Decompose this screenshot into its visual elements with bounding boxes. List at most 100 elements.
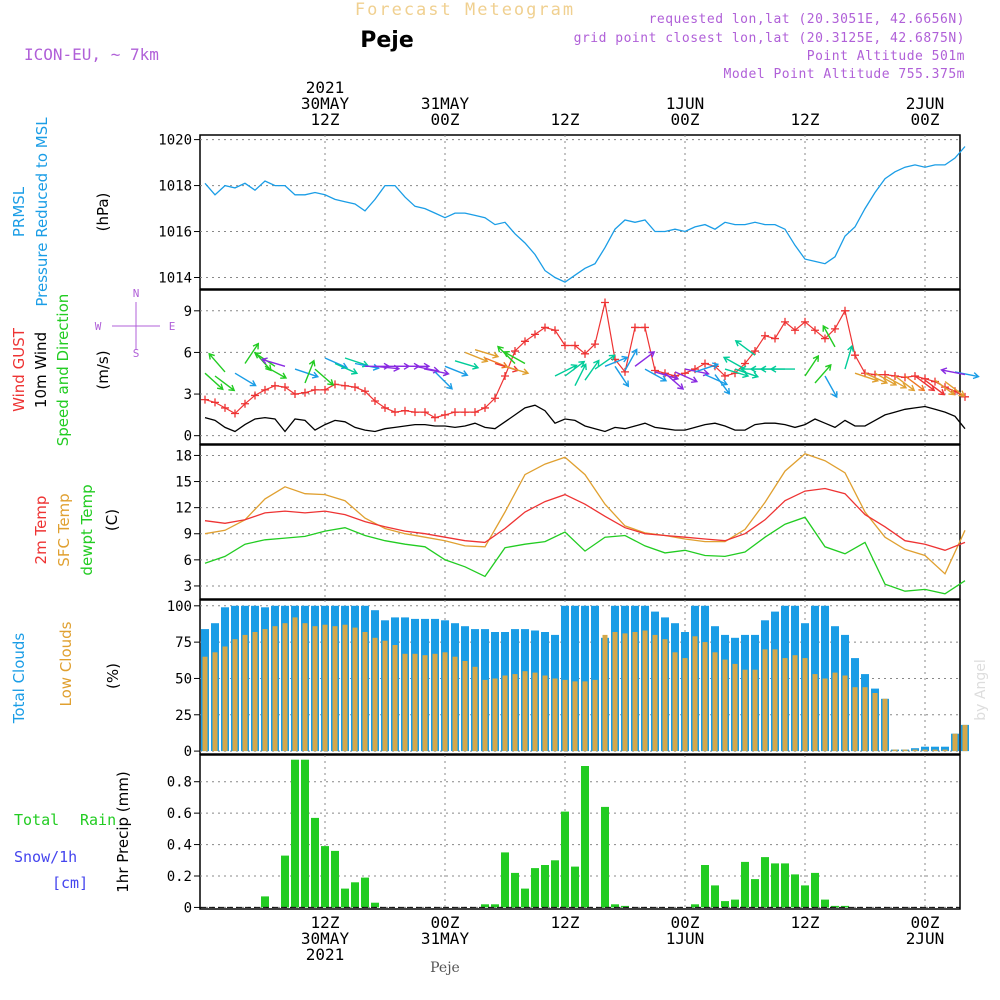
wind-direction-arrow	[634, 351, 656, 367]
total-cloud-bar	[931, 746, 939, 752]
pressure-label: Pressure Reduced to MSL	[33, 117, 51, 307]
gust-point	[361, 387, 369, 396]
low-cloud-bar	[252, 632, 258, 752]
gust-point	[781, 317, 789, 326]
wind-direction-arrow	[734, 339, 756, 356]
y-tick-label: 6	[184, 553, 192, 569]
low-cloud-bar	[612, 632, 618, 752]
top-time-label: 12Z	[551, 110, 580, 129]
wind-direction-arrow	[324, 357, 349, 370]
top-time-label: 2JUN	[906, 94, 945, 113]
low-cloud-bar	[632, 632, 638, 752]
precip-bar	[341, 888, 349, 908]
bottom-time-label: 12Z	[311, 913, 340, 932]
low-cloud-bar	[202, 656, 208, 752]
model-altitude: Model Point Altitude 755.375m	[724, 67, 965, 82]
gust-point	[451, 408, 459, 417]
low-cloud-bar	[922, 749, 928, 752]
low-cloud-bar	[472, 666, 478, 752]
low-cloud-bar	[912, 749, 918, 752]
gust-point	[561, 341, 569, 350]
gust-point	[761, 331, 769, 340]
y-tick-label: 12	[175, 501, 192, 517]
precip-bar	[511, 872, 519, 908]
pressure-unit: (hPa)	[94, 193, 112, 232]
wind-direction-arrow	[244, 342, 260, 364]
total-cloud-bar	[821, 605, 829, 752]
precip-bar	[801, 885, 809, 908]
precip-bar	[291, 759, 299, 908]
wind-direction-arrow	[824, 375, 838, 399]
gust-point	[631, 323, 639, 332]
wind-direction-arrow	[804, 354, 820, 377]
top-time-label: 31MAY	[421, 94, 470, 113]
precip-bar	[821, 899, 829, 908]
wind-direction-arrow	[822, 324, 836, 348]
temp-panel-frame	[199, 444, 961, 600]
y-tick-label: 50	[175, 671, 192, 687]
low-cloud-bar	[902, 749, 908, 752]
gust-point	[801, 317, 809, 326]
precip-bar	[261, 896, 269, 908]
wind-direction-arrow	[574, 363, 587, 387]
bottom-time-label: 00Z	[671, 913, 700, 932]
precip-bar	[831, 905, 839, 908]
wind-direction-arrow	[940, 367, 966, 376]
cloud-panel-frame	[199, 599, 961, 755]
gust-point	[591, 340, 599, 349]
top-time-label: 00Z	[671, 110, 700, 129]
top-time-label: 12Z	[311, 110, 340, 129]
low-cloud-bar	[482, 679, 488, 752]
prmsl-label: PRMSL	[10, 186, 28, 237]
precip-bar	[731, 899, 739, 908]
gust-label: Wind GUST	[10, 327, 28, 412]
precip-bar	[771, 863, 779, 908]
precip-bar	[281, 855, 289, 908]
wind-dir-label: Speed and Direction	[54, 294, 72, 447]
gust-point	[881, 370, 889, 379]
precip-bar	[701, 865, 709, 908]
faint-title: Forecast Meteogram	[355, 0, 575, 20]
y-tick-label: 0	[184, 744, 192, 760]
gust-point	[841, 306, 849, 315]
low-cloud-bar	[522, 671, 528, 752]
low-cloud-bar	[752, 669, 758, 752]
top-time-label: 00Z	[911, 110, 940, 129]
low-cloud-bar	[842, 675, 848, 751]
low-cloud-bar	[952, 733, 958, 752]
wind-direction-arrow	[934, 379, 956, 396]
low-cloud-bar	[382, 640, 388, 752]
low-cloud-bar	[462, 661, 468, 752]
compass-north: N	[133, 287, 140, 300]
wind-direction-arrow	[434, 371, 453, 390]
low-cloud-bar	[242, 634, 248, 752]
low-cloud-bar	[732, 663, 738, 752]
wind-label: 10m Wind	[32, 332, 50, 408]
precip-bar	[711, 885, 719, 908]
gust-point	[411, 408, 419, 417]
wind-direction-arrow	[814, 363, 832, 384]
pressure-line	[204, 146, 966, 283]
y-tick-label: 0.4	[167, 838, 192, 854]
compass-legend: N S W E	[95, 287, 176, 360]
wind-direction-arrow	[474, 349, 500, 359]
wind-panel-frame	[199, 289, 961, 445]
low-cloud-bar	[562, 679, 568, 752]
low-cloud-bar	[832, 672, 838, 752]
precip-bar	[761, 857, 769, 908]
low-cloud-bar	[762, 649, 768, 752]
low-cloud-bar	[712, 652, 718, 752]
bottom-time-label: 00Z	[911, 913, 940, 932]
wind-direction-arrow	[304, 359, 316, 384]
low-cloud-bar	[362, 632, 368, 752]
low-cloud-bar	[892, 749, 898, 752]
wind-direction-arrow	[454, 360, 480, 370]
wind-direction-arrow	[604, 355, 629, 367]
low-cloud-bar	[582, 681, 588, 752]
sfc-temp-line	[204, 452, 966, 575]
bottom-time-label: 30MAY	[301, 929, 350, 948]
temp-unit: (C)	[103, 509, 121, 531]
low-cloud-bar	[272, 626, 278, 752]
